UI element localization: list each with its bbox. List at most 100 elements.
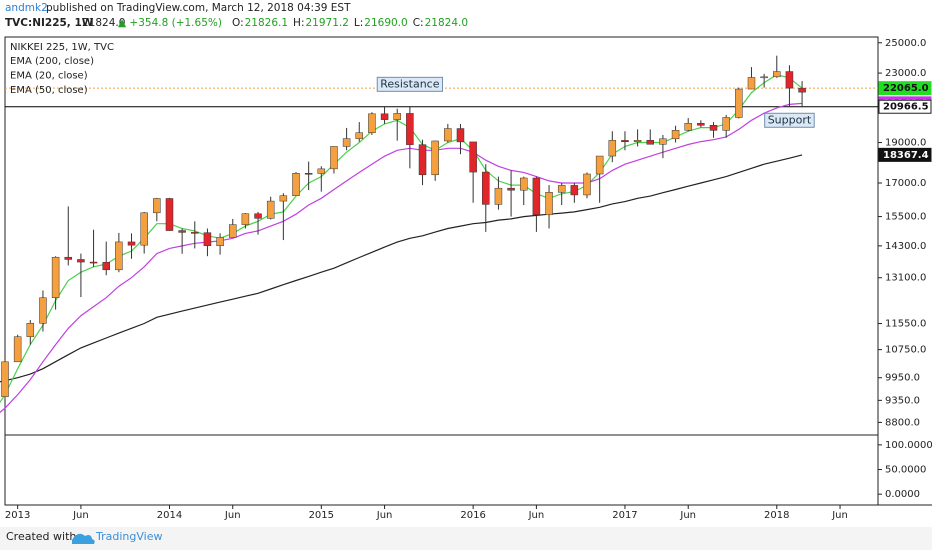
footer-brand[interactable]: TradingView (95, 530, 162, 543)
candle-body (304, 173, 313, 175)
x-tick-label: Jun (376, 510, 393, 521)
author[interactable]: andmk2 (5, 2, 48, 14)
candle-body (380, 113, 389, 120)
footer-created: Created with (6, 530, 76, 543)
y-tick-label: 9950.0 (885, 373, 920, 384)
candle-body (1, 361, 9, 397)
annotation-box (376, 76, 444, 92)
legend-entry: EMA (20, close) (10, 71, 88, 82)
candle-body (482, 171, 490, 205)
ema-line (0, 154, 803, 383)
candle-body (266, 200, 275, 219)
candle-body (51, 256, 60, 299)
published: published on TradingView.com, March 12, … (46, 2, 351, 14)
ohlc-value: 21971.2 (305, 17, 348, 29)
x-tick-label: 2018 (764, 510, 789, 521)
candle-body (735, 88, 743, 118)
candle-body (216, 237, 224, 247)
y-tick-label: 19000.0 (885, 138, 926, 149)
y-tick-label: 25000.0 (885, 38, 926, 49)
candle-body (697, 123, 705, 126)
candle-body (393, 113, 401, 120)
candle-body (140, 212, 148, 246)
candle-body (342, 138, 351, 147)
price-label-bg (878, 147, 932, 162)
symbol: TVC:NI225, 1W (5, 17, 94, 29)
candle-body (545, 192, 553, 216)
symbol-bar: TVC:NI225, 1W 21824.0 ▲ +354.8 (+1.65%) (5, 17, 222, 29)
candle-body (671, 130, 680, 140)
candle-body (89, 261, 98, 264)
candle-body (684, 123, 692, 131)
candle-body (292, 173, 300, 196)
candle-body (595, 155, 604, 175)
tv-logo (72, 533, 95, 544)
candle-body (570, 185, 579, 196)
candle-body (456, 128, 465, 143)
price-label-bg (878, 81, 932, 96)
candle-body (254, 213, 262, 219)
change: ▲ +354.8 (+1.65%) (118, 17, 222, 29)
price-label-bg (878, 99, 932, 114)
price-label: 22065.0 (883, 83, 929, 94)
pane2-tick-label: 100.0000 (885, 440, 932, 451)
candle-body (646, 140, 655, 145)
candle-body (747, 77, 756, 90)
candle-body (444, 128, 452, 142)
candle-body (178, 230, 186, 233)
y-tick-label: 13100.0 (885, 273, 926, 284)
candle-body (165, 198, 174, 231)
candle-body (773, 71, 781, 78)
pane2-tick-label: 50.0000 (885, 465, 926, 476)
pane2-tick-label: 0.0000 (885, 489, 920, 500)
y-tick-label: 11550.0 (885, 319, 926, 330)
candle-body (191, 232, 199, 234)
candle-body (26, 322, 35, 337)
y-tick-label: 14300.0 (885, 241, 926, 252)
ohlc-label: H: (293, 17, 304, 29)
candle-body (583, 173, 591, 196)
y-tick-label: 8800.0 (885, 417, 920, 428)
candle-body (709, 125, 718, 131)
annotation-box (764, 112, 815, 128)
candle-body (507, 187, 515, 191)
annotation: Support (768, 113, 812, 126)
x-tick-label: Jun (224, 510, 241, 521)
candle-body (317, 168, 326, 174)
candle-body (406, 113, 414, 145)
ema-line (0, 102, 803, 413)
candle-body (64, 256, 73, 260)
candle-body (203, 232, 212, 247)
ohlc-value: 21826.1 (245, 17, 288, 29)
candle-body (279, 195, 288, 202)
legend-entry: EMA (200, close) (10, 56, 94, 67)
x-tick-label: 2014 (157, 510, 182, 521)
ohlc-value: 21824.0 (425, 17, 468, 29)
x-tick-label: 2015 (309, 510, 334, 521)
candle-body (13, 336, 22, 363)
legend-entry: EMA (50, close) (10, 85, 88, 96)
candle-body (431, 140, 439, 176)
candle-body (77, 259, 85, 263)
candle-body (39, 297, 47, 324)
candle-body (127, 241, 136, 246)
candle-body (241, 213, 250, 225)
ohlc-label: L: (354, 17, 363, 29)
price-label: 18367.4 (883, 150, 929, 161)
x-tick-label: Jun (528, 510, 545, 521)
x-tick-label: Jun (831, 510, 848, 521)
x-tick-label: 2016 (460, 510, 485, 521)
candle-body (469, 141, 477, 173)
annotation: Resistance (380, 77, 440, 90)
x-tick-label: Jun (679, 510, 696, 521)
ohlc-label: O: (232, 17, 244, 29)
x-tick-label: 2017 (612, 510, 637, 521)
price-label: 20966.5 (883, 102, 929, 113)
candle-body (228, 224, 237, 238)
footer-bg (0, 527, 932, 550)
ohlc-label: C: (413, 17, 424, 29)
candle-body (633, 140, 642, 143)
candle-body (722, 117, 730, 131)
candle-body (102, 262, 110, 271)
y-tick-label: 15500.0 (885, 212, 926, 223)
